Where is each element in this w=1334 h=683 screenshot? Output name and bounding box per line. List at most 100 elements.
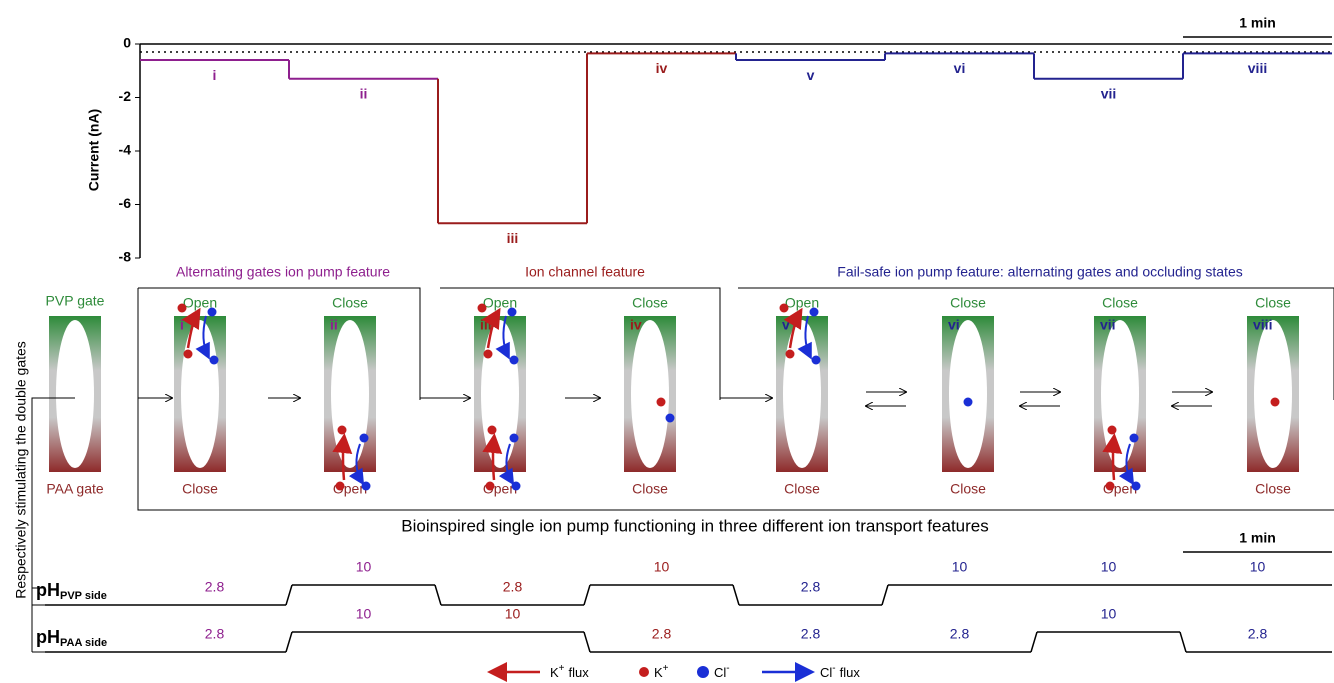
state-bottom: Close xyxy=(632,481,668,497)
state-top: Close xyxy=(950,295,986,311)
pore-channel xyxy=(949,320,987,468)
pore-channel xyxy=(631,320,669,468)
ph-step xyxy=(583,584,591,606)
ion xyxy=(1129,433,1139,443)
flux-arrow xyxy=(783,307,803,349)
ion xyxy=(477,303,487,313)
ion xyxy=(209,355,219,365)
ph-label: 10 xyxy=(1250,559,1266,575)
series-subscript: PAA side xyxy=(60,637,107,649)
ion xyxy=(656,397,666,407)
y-tick-label: -8 xyxy=(119,249,132,265)
series-name: pH xyxy=(36,580,60,600)
state-bottom: Close xyxy=(1255,481,1291,497)
ph-label: 10 xyxy=(356,559,372,575)
flux-arrow xyxy=(181,307,201,349)
legend-label: Cl-flux xyxy=(820,663,860,681)
legend-after: flux xyxy=(840,665,861,680)
pore-channel xyxy=(1254,320,1292,468)
feature-bracket xyxy=(440,287,721,400)
legend-after: flux xyxy=(569,665,590,680)
legend-sup: + xyxy=(663,663,669,674)
ion xyxy=(509,433,519,443)
state-bottom: Close xyxy=(950,481,986,497)
gate-bottom-label: PAA gate xyxy=(46,481,104,497)
flux-arrow xyxy=(1118,443,1135,486)
ph-label: 2.8 xyxy=(652,626,672,642)
y-tick-label: -2 xyxy=(119,88,132,104)
ion xyxy=(1270,397,1280,407)
pore-channel xyxy=(783,320,821,468)
pore-channel xyxy=(56,320,94,468)
ph-label: 2.8 xyxy=(1248,626,1268,642)
ph-label: 2.8 xyxy=(205,626,225,642)
flux-arrow xyxy=(481,307,501,349)
ion xyxy=(183,349,193,359)
ph-step xyxy=(285,631,293,653)
legend-label: Cl xyxy=(820,665,832,680)
bracket xyxy=(31,397,45,652)
y-tick-label: -4 xyxy=(119,142,132,158)
ph-label: 2.8 xyxy=(801,579,821,595)
ph-step xyxy=(583,631,591,653)
feature-title: Alternating gates ion pump feature xyxy=(176,264,390,280)
legend-label: K xyxy=(654,665,663,680)
flux-arrow xyxy=(1102,433,1123,481)
ion xyxy=(511,481,521,491)
state-numeral: vi xyxy=(948,317,960,333)
ph-step xyxy=(434,584,442,606)
state-top: Open xyxy=(785,295,819,311)
pore-channel xyxy=(181,320,219,468)
ph-label: 10 xyxy=(356,606,372,622)
state-top: Close xyxy=(1255,295,1291,311)
y-tick-label: -6 xyxy=(119,195,132,211)
pore-channel xyxy=(1101,320,1139,468)
state-numeral: vii xyxy=(1100,317,1116,333)
ion xyxy=(963,397,973,407)
ph-label: 10 xyxy=(505,606,521,622)
ph-step xyxy=(285,584,293,606)
ph-label: 10 xyxy=(1101,606,1117,622)
side-label: Respectively stimulating the double gate… xyxy=(13,341,29,599)
gate-top-label: PVP gate xyxy=(46,293,105,309)
feature-bracket xyxy=(138,287,421,400)
y-tick-label: 0 xyxy=(123,35,131,51)
y-axis-label: Current (nA) xyxy=(86,109,102,191)
legend-label: Cl- xyxy=(714,663,730,681)
flux-arrow xyxy=(332,433,353,481)
state-bottom: Close xyxy=(182,481,218,497)
ion xyxy=(665,413,675,423)
segment-label: i xyxy=(213,67,217,83)
scale-bar-label: 1 min xyxy=(1239,530,1276,546)
segment-label: vii xyxy=(1101,85,1117,101)
legend-sup: - xyxy=(832,663,835,674)
pore-channel xyxy=(481,320,519,468)
segment-label: ii xyxy=(360,85,368,101)
ion xyxy=(337,425,347,435)
feature-title: Ion channel feature xyxy=(525,264,645,280)
ion xyxy=(361,481,371,491)
ion xyxy=(359,433,369,443)
ph-step xyxy=(1179,631,1187,653)
state-top: Close xyxy=(1102,295,1138,311)
ion xyxy=(487,425,497,435)
caption: Bioinspired single ion pump functioning … xyxy=(401,516,989,535)
state-bottom: Close xyxy=(784,481,820,497)
ion xyxy=(811,355,821,365)
state-top: Close xyxy=(632,295,668,311)
series-name: pHPAA side xyxy=(36,627,107,649)
frame xyxy=(137,288,1334,511)
ion xyxy=(485,481,495,491)
series-name: pH xyxy=(36,627,60,647)
state-numeral: viii xyxy=(1253,317,1272,333)
ion xyxy=(507,307,517,317)
ph-step xyxy=(732,584,740,606)
ph-label: 2.8 xyxy=(205,579,225,595)
legend-label: Cl xyxy=(714,665,726,680)
state-numeral: ii xyxy=(330,317,338,333)
ion xyxy=(177,303,187,313)
legend-label: K+ flux xyxy=(550,663,589,681)
series-subscript: PVP side xyxy=(60,590,107,602)
ion xyxy=(335,481,345,491)
